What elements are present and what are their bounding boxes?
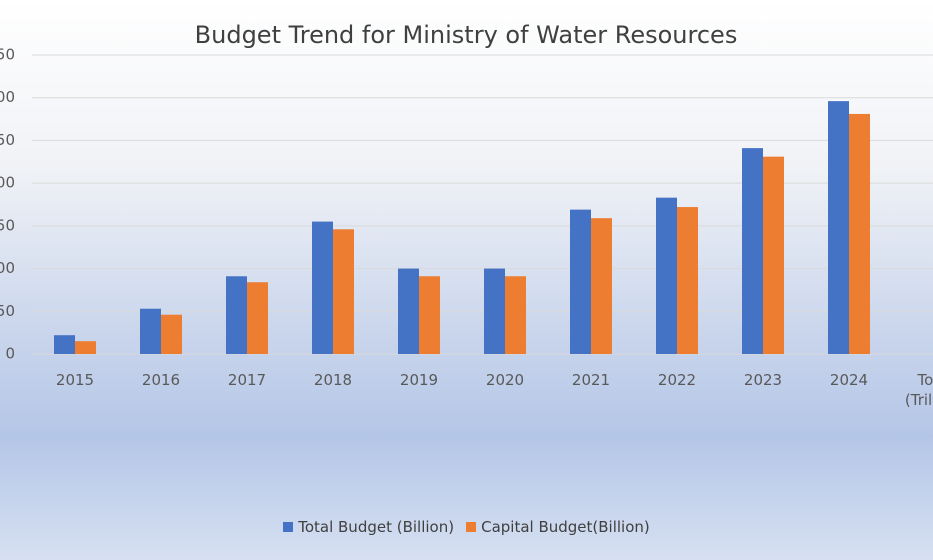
legend-label: Capital Budget(Billion) <box>481 518 650 536</box>
bar <box>75 341 96 354</box>
y-tick-label: 300 <box>0 88 15 106</box>
bar <box>484 268 505 354</box>
x-tick-label: 2023 <box>743 371 783 389</box>
x-tick-label: 2022 <box>657 371 697 389</box>
bar <box>140 308 161 354</box>
bar <box>54 335 75 354</box>
bar <box>763 156 784 354</box>
y-tick-label: 50 <box>0 302 15 320</box>
chart-title: Budget Trend for Ministry of Water Resou… <box>195 21 738 49</box>
bar <box>591 218 612 354</box>
bar <box>247 282 268 354</box>
y-tick-label: 200 <box>0 174 15 192</box>
x-tick-label: 2018 <box>313 371 353 389</box>
x-tick-label: 2024 <box>829 371 869 389</box>
y-tick-label: 150 <box>0 216 15 234</box>
legend: Total Budget (Billion) Capital Budget(Bil… <box>0 518 933 536</box>
bar <box>312 221 333 354</box>
x-tick-label: Total (Trillion) <box>904 371 933 409</box>
y-tick-label: 0 <box>5 345 15 363</box>
x-tick-label: 2016 <box>141 371 181 389</box>
bar <box>419 276 440 354</box>
legend-swatch <box>283 522 294 532</box>
bar <box>333 229 354 354</box>
bar <box>398 268 419 354</box>
y-tick-label: 250 <box>0 131 15 149</box>
bar <box>505 276 526 354</box>
bar <box>742 148 763 354</box>
x-tick-label: 2021 <box>571 371 611 389</box>
x-tick-label: 2017 <box>227 371 267 389</box>
x-tick-label: 2019 <box>399 371 439 389</box>
legend-swatch <box>466 522 477 532</box>
legend-item: Total Budget (Billion) <box>283 518 454 536</box>
y-tick-label: 350 <box>0 46 15 64</box>
bar <box>570 209 591 354</box>
x-tick-label: 2015 <box>55 371 95 389</box>
bar <box>656 197 677 354</box>
bar <box>849 113 870 355</box>
bar <box>226 276 247 354</box>
x-tick-label: 2020 <box>485 371 525 389</box>
bar <box>828 101 849 354</box>
y-tick-label: 100 <box>0 259 15 277</box>
legend-label: Total Budget (Billion) <box>298 518 455 536</box>
bar <box>161 314 182 354</box>
legend-item: Capital Budget(Billion) <box>466 518 650 536</box>
bar <box>677 207 698 354</box>
